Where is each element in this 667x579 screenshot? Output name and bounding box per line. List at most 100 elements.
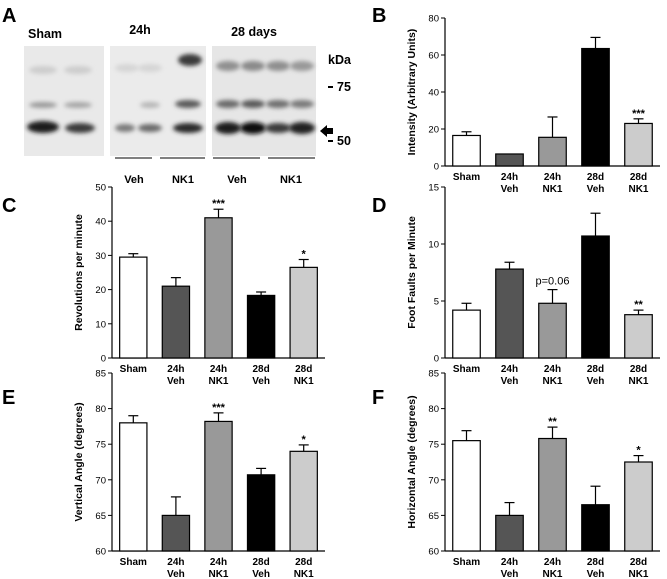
bar [246,294,276,359]
y-axis-label-c: Revolutions per minute [73,214,85,331]
x-tick-sublabel: Veh [501,569,519,579]
x-tick-label: 24h [167,557,184,568]
x-tick-sublabel: NK1 [542,569,562,579]
x-tick-label: Sham [453,557,480,568]
y-tick-label: 65 [428,511,439,522]
x-tick-sublabel: Veh [587,569,605,579]
y-tick-label: 50 [95,183,106,194]
bar [538,302,567,359]
blot-lane-label-28d-nk1: NK1 [280,174,302,186]
bar [119,422,148,552]
y-tick-label: 40 [95,217,106,228]
y-tick-label: 40 [428,88,439,99]
y-tick-label: 80 [428,404,439,415]
blot-kda-label: kDa [328,53,352,67]
x-tick-label: Sham [453,364,480,375]
x-tick-label: 24h [544,364,561,375]
x-tick-label: 28d [295,364,312,375]
x-tick-label: 24h [501,557,518,568]
y-tick-label: 60 [428,51,439,62]
bar [495,153,524,167]
x-tick-label: 24h [501,364,518,375]
y-tick-label: 80 [428,14,439,25]
y-axis-label-d: Foot Faults per Minute [406,216,418,329]
y-tick-label: 75 [95,440,106,451]
bar [581,235,610,359]
x-tick-label: 24h [544,557,561,568]
blot-lane-label-24h-veh: Veh [124,174,144,186]
bar [204,217,233,359]
y-tick-label: 60 [428,547,439,558]
panel-label-e: E [2,387,15,409]
blot-group-label-sham: Sham [28,27,62,41]
x-tick-label: 24h [501,172,518,183]
y-tick-label: 85 [95,369,106,380]
bar [289,450,318,552]
y-tick-label: 60 [95,547,106,558]
x-tick-label: 28d [630,172,647,183]
significance-label: ** [634,299,643,311]
x-tick-sublabel: NK1 [628,184,648,195]
arrow-icon [320,125,333,137]
bar [538,437,567,552]
bar [452,134,481,167]
blot-strip-28d [212,46,316,156]
x-tick-label: Sham [453,172,480,183]
bar [119,256,148,359]
bar [538,136,567,167]
bar [161,285,191,359]
x-tick-label: 28d [295,557,312,568]
panel-label-b: B [372,5,386,27]
blot-strip-24h [110,46,206,156]
y-tick-label: 20 [428,125,439,136]
chart-b: 0 20 40 60 80 Intensity (Arbitrary Units) Sham… [406,14,660,195]
x-tick-sublabel: Veh [252,376,270,387]
bar [624,122,653,167]
significance-label: p=0.06 [536,276,570,288]
chart-c: 0 10 20 30 40 50 Revolutions per minute Sham 24h… [73,183,325,387]
x-tick-sublabel: NK1 [628,376,648,387]
y-tick-label: 10 [428,240,439,251]
y-tick-label: 75 [428,440,439,451]
y-tick-label: 80 [95,404,106,415]
x-tick-label: 24h [544,172,561,183]
x-tick-sublabel: NK1 [294,376,314,387]
y-axis-label-e: Vertical Angle (degrees) [73,402,85,521]
x-tick-label: 28d [587,557,604,568]
bar [452,440,481,552]
significance-label: * [302,249,307,261]
bar [204,420,233,552]
y-tick-label: 5 [434,297,439,308]
bar-charts: 0 20 40 60 80 Intensity (Arbitrary Units) Sham… [73,14,660,579]
significance-label: *** [212,402,226,414]
significance-label: * [636,445,641,457]
x-tick-label: 28d [587,172,604,183]
x-tick-label: Sham [120,557,147,568]
x-tick-sublabel: Veh [167,569,185,579]
bar [289,266,318,359]
y-tick-label: 70 [95,475,106,486]
blot-marker-75: 75 [337,80,351,94]
bar [161,514,191,552]
bar [624,461,653,552]
x-tick-sublabel: NK1 [294,569,314,579]
y-tick-label: 10 [95,319,106,330]
bar [581,504,610,552]
blot-strip-sham [24,46,104,156]
x-tick-sublabel: Veh [167,376,185,387]
panel-label-d: D [372,195,386,217]
bar [581,47,610,167]
panel-label-a: A [2,5,16,27]
x-tick-label: 28d [630,364,647,375]
chart-e: 60 65 70 75 80 85 Vertical Angle (degrees) Sham… [73,369,325,579]
y-tick-label: 0 [434,354,439,365]
y-tick-label: 0 [434,162,439,173]
chart-f: 60 65 70 75 80 85 Horizontal Angle (degrees) Sh… [406,369,660,579]
x-tick-sublabel: Veh [587,184,605,195]
bar [246,474,276,552]
blot-group-label-28d: 28 days [231,25,277,39]
x-tick-sublabel: NK1 [542,376,562,387]
x-tick-label: 24h [210,557,227,568]
y-tick-label: 70 [428,475,439,486]
